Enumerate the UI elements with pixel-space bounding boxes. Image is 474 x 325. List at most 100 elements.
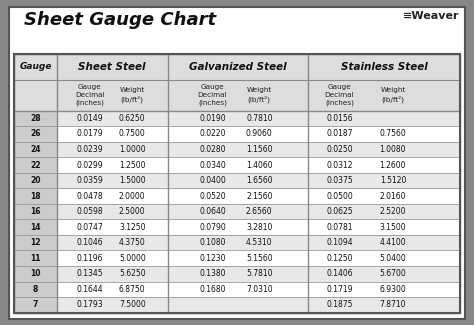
Text: 0.1406: 0.1406	[326, 269, 353, 278]
Text: 2.0160: 2.0160	[380, 192, 406, 201]
Text: 2.5000: 2.5000	[119, 207, 146, 216]
Bar	[14, 204, 56, 219]
Text: 14: 14	[30, 223, 41, 232]
Text: 1.1560: 1.1560	[246, 145, 273, 154]
Text: 3.1250: 3.1250	[119, 223, 146, 232]
Text: 0.0280: 0.0280	[199, 145, 226, 154]
Text: 5.6250: 5.6250	[119, 269, 146, 278]
Text: 0.1094: 0.1094	[326, 238, 353, 247]
Text: 2.0000: 2.0000	[119, 192, 146, 201]
Bar	[14, 251, 460, 266]
Text: 0.0640: 0.0640	[199, 207, 226, 216]
Text: 1.2500: 1.2500	[119, 161, 146, 170]
Text: 22: 22	[30, 161, 41, 170]
Text: 4.5310: 4.5310	[246, 238, 273, 247]
Text: 0.0312: 0.0312	[326, 161, 353, 170]
FancyBboxPatch shape	[9, 6, 465, 318]
Text: 3.1500: 3.1500	[380, 223, 406, 232]
Text: Gauge
Decimal
(inches): Gauge Decimal (inches)	[75, 84, 105, 106]
Text: 0.1380: 0.1380	[199, 269, 226, 278]
Text: 24: 24	[30, 145, 41, 154]
Text: 0.1080: 0.1080	[199, 238, 226, 247]
Text: 5.0000: 5.0000	[119, 254, 146, 263]
Text: 0.0220: 0.0220	[199, 129, 226, 138]
Bar	[14, 142, 460, 157]
Text: 5.7810: 5.7810	[246, 269, 273, 278]
Text: 0.7810: 0.7810	[246, 114, 273, 123]
Bar	[14, 266, 460, 281]
Text: Gauge: Gauge	[19, 62, 52, 71]
Bar	[14, 173, 460, 188]
Text: 0.0400: 0.0400	[199, 176, 226, 185]
Bar	[14, 297, 56, 313]
Text: 0.0375: 0.0375	[326, 176, 353, 185]
Bar	[14, 281, 56, 297]
Bar	[14, 111, 56, 126]
Bar	[14, 111, 460, 126]
Text: 0.1644: 0.1644	[77, 285, 103, 294]
Bar	[14, 204, 460, 219]
Text: 0.0500: 0.0500	[326, 192, 353, 201]
Bar	[14, 54, 56, 110]
Bar	[14, 219, 56, 235]
Bar	[14, 126, 56, 142]
Bar	[14, 54, 460, 313]
Text: 10: 10	[30, 269, 41, 278]
Bar	[14, 219, 460, 235]
Text: 7.8710: 7.8710	[380, 300, 406, 309]
Text: 0.1875: 0.1875	[326, 300, 353, 309]
Text: 26: 26	[30, 129, 41, 138]
Text: 0.0340: 0.0340	[199, 161, 226, 170]
Bar	[14, 235, 460, 251]
Text: 1.6560: 1.6560	[246, 176, 273, 185]
Bar	[14, 142, 56, 157]
Text: 0.1345: 0.1345	[77, 269, 103, 278]
Text: 0.0149: 0.0149	[77, 114, 103, 123]
Text: 0.0299: 0.0299	[77, 161, 103, 170]
Text: 0.0598: 0.0598	[77, 207, 103, 216]
Bar	[14, 235, 56, 251]
Text: 0.1719: 0.1719	[326, 285, 353, 294]
Text: 0.0179: 0.0179	[77, 129, 103, 138]
Text: 2.6560: 2.6560	[246, 207, 273, 216]
Text: 7: 7	[33, 300, 38, 309]
Text: 0.0156: 0.0156	[326, 114, 353, 123]
Text: 3.2810: 3.2810	[246, 223, 273, 232]
Bar	[14, 188, 56, 204]
Text: 4.3750: 4.3750	[119, 238, 146, 247]
Text: 1.4060: 1.4060	[246, 161, 273, 170]
Text: 0.1046: 0.1046	[77, 238, 103, 247]
Text: Sheet Gauge Chart: Sheet Gauge Chart	[24, 11, 216, 29]
Text: 0.7560: 0.7560	[380, 129, 406, 138]
Text: 0.0239: 0.0239	[77, 145, 103, 154]
Bar	[14, 54, 460, 80]
Text: 0.0625: 0.0625	[326, 207, 353, 216]
Text: 0.6250: 0.6250	[119, 114, 146, 123]
Text: 5.1560: 5.1560	[246, 254, 273, 263]
Text: 0.1230: 0.1230	[199, 254, 226, 263]
Text: 1.0080: 1.0080	[380, 145, 406, 154]
Text: Weight
(lb/ft²): Weight (lb/ft²)	[119, 87, 145, 103]
Text: 1.0000: 1.0000	[119, 145, 146, 154]
Text: 7.5000: 7.5000	[119, 300, 146, 309]
Bar	[14, 251, 56, 266]
Text: 0.1680: 0.1680	[199, 285, 226, 294]
Text: 4.4100: 4.4100	[380, 238, 406, 247]
Bar	[14, 173, 56, 188]
Text: 6.8750: 6.8750	[119, 285, 146, 294]
Text: 0.1793: 0.1793	[77, 300, 103, 309]
Text: Weight
(lb/ft²): Weight (lb/ft²)	[380, 87, 406, 103]
Text: 0.0478: 0.0478	[77, 192, 103, 201]
Text: 0.1196: 0.1196	[77, 254, 103, 263]
Text: 1.2600: 1.2600	[380, 161, 406, 170]
Text: 0.0187: 0.0187	[326, 129, 353, 138]
Text: 1.5120: 1.5120	[380, 176, 406, 185]
Text: 2.5200: 2.5200	[380, 207, 406, 216]
Bar	[14, 188, 460, 204]
Text: 0.0520: 0.0520	[199, 192, 226, 201]
Text: 0.0747: 0.0747	[77, 223, 103, 232]
Text: Galvanized Steel: Galvanized Steel	[189, 61, 287, 72]
Text: ≡Weaver: ≡Weaver	[403, 11, 460, 21]
Text: 0.0790: 0.0790	[199, 223, 226, 232]
Bar	[14, 266, 56, 281]
